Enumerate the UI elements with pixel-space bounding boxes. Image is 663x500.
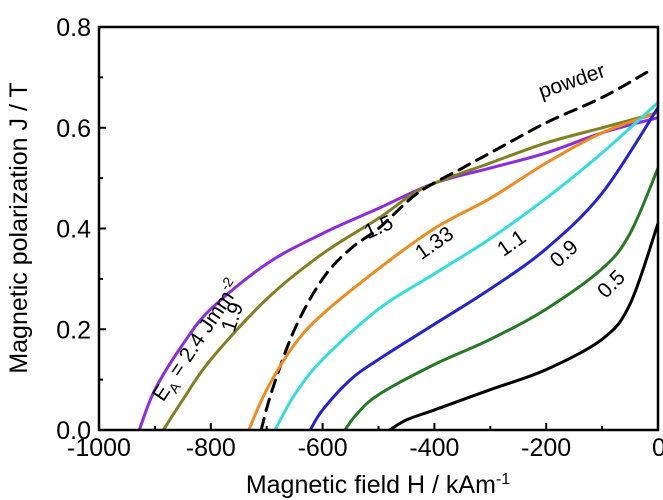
y-axis: 0.0 0.2 0.4 0.6 0.8 <box>56 14 106 445</box>
y-axis-title: Magnetic polarization J / T <box>5 82 33 373</box>
x-axis-title: Magnetic field H / kAm-1 <box>246 471 510 499</box>
x-axis: -1000 -800 -600 -400 -200 0 <box>67 423 663 462</box>
series-line-1-5 <box>247 111 658 430</box>
series-line-e-a-2-4-jmm-2 <box>137 116 658 430</box>
x-tick-label: -400 <box>409 434 459 462</box>
x-tick-label: -200 <box>521 434 571 462</box>
series-line-powder <box>259 70 649 430</box>
series-line-1-33 <box>273 101 658 430</box>
y-tick-label: 0.8 <box>56 14 91 42</box>
series-layer <box>137 70 658 430</box>
curve-label-powder: powder <box>536 59 609 103</box>
y-tick-label: 0.0 <box>56 417 91 445</box>
series-line-1-9 <box>161 111 658 430</box>
x-tick-label: -800 <box>186 434 236 462</box>
curve-label-0-9: 0.9 <box>546 236 583 273</box>
x-axis-title-superscript: -1 <box>496 471 510 488</box>
series-line-1-1 <box>308 106 658 430</box>
series-line-0-5 <box>388 222 658 430</box>
y-tick-label: 0.2 <box>56 316 91 344</box>
series-line-0-9 <box>343 166 658 430</box>
x-tick-label: 0 <box>652 434 663 462</box>
y-tick-label: 0.4 <box>56 216 91 244</box>
curve-label-1-1: 1.1 <box>493 226 530 262</box>
curve-label-1-33: 1.33 <box>411 222 458 264</box>
y-tick-label: 0.6 <box>56 115 91 143</box>
x-tick-label: -1000 <box>67 434 131 462</box>
curve-label-e-a-2-4-jmm-2: EA = 2.4 Jmm-2 <box>145 274 249 408</box>
x-tick-label: -600 <box>298 434 348 462</box>
